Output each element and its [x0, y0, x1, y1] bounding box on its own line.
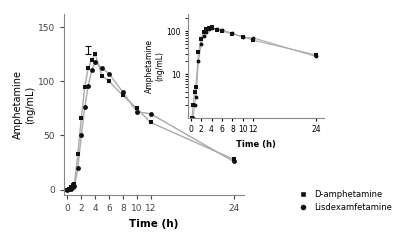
Y-axis label: Amphetamine
(ng/mL): Amphetamine (ng/mL) [13, 70, 35, 139]
Y-axis label: Amphetamine
(ng/mL): Amphetamine (ng/mL) [145, 39, 164, 93]
Legend: D-amphetamine, Lisdexamfetamine: D-amphetamine, Lisdexamfetamine [295, 190, 392, 212]
X-axis label: Time (h): Time (h) [236, 140, 276, 149]
X-axis label: Time (h): Time (h) [129, 219, 179, 229]
